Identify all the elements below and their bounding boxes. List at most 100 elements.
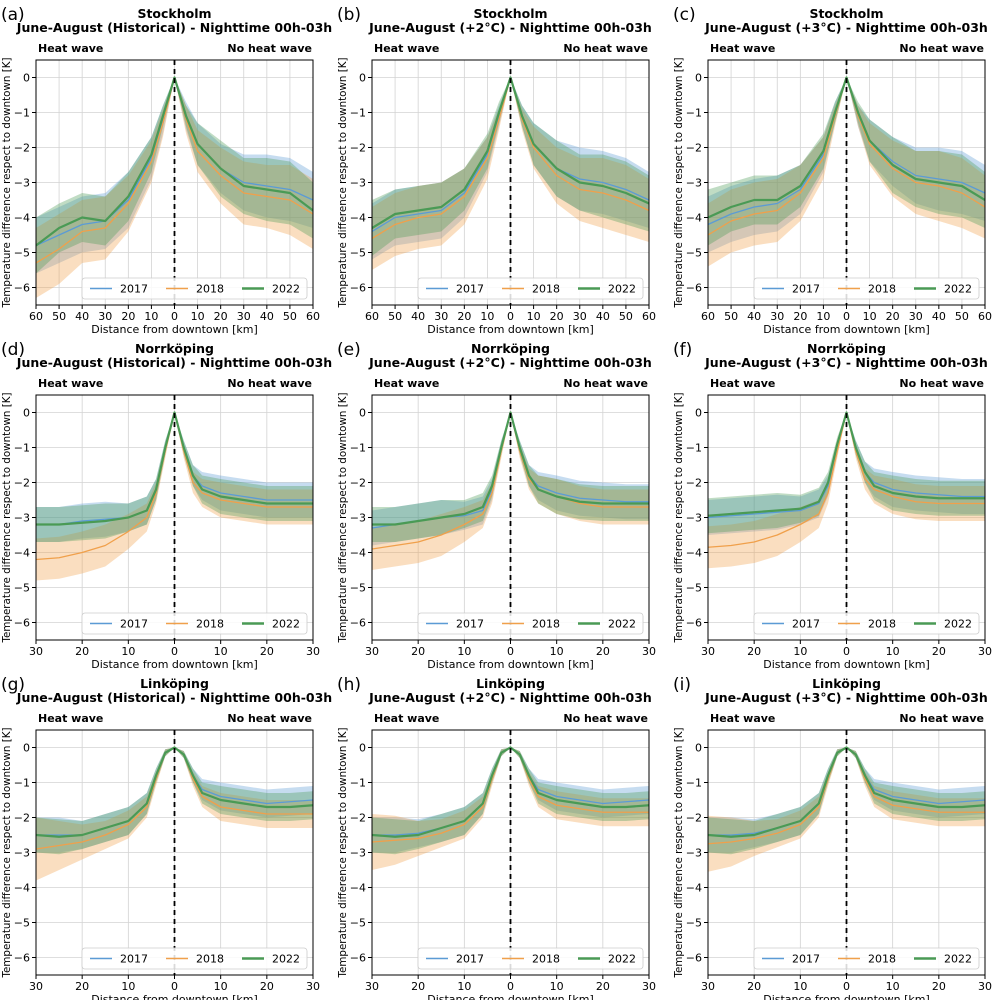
y-tick-label: −3: [686, 512, 702, 525]
x-tick-label: 20: [932, 645, 946, 658]
panel-letter: (e): [337, 340, 361, 360]
legend-label-2022: 2022: [608, 953, 636, 966]
x-tick-label: 10: [550, 645, 564, 658]
band-2018: [36, 747, 313, 881]
legend-label-2017: 2017: [456, 618, 484, 631]
x-tick-label: 10: [121, 980, 135, 993]
band-2022: [36, 77, 313, 274]
x-axis-label: Distance from downtown [km]: [763, 993, 930, 1000]
x-tick-label: 20: [932, 980, 946, 993]
x-tick-label: 40: [260, 310, 274, 323]
y-tick-label: −2: [350, 812, 366, 825]
band-2017: [36, 747, 313, 853]
series-group: [708, 411, 985, 569]
legend: 2017 2018 2022: [753, 277, 980, 300]
y-tick-label: −4: [350, 547, 366, 560]
x-tick-label: 30: [770, 310, 784, 323]
x-tick-label: 30: [365, 645, 379, 658]
x-tick-label: 60: [29, 310, 43, 323]
legend-label-2018: 2018: [532, 283, 560, 296]
chart-city: Stockholm: [809, 6, 883, 21]
line-2022: [36, 746, 313, 838]
legend-box: [81, 947, 308, 970]
y-tick-label: −6: [686, 952, 702, 965]
y-tick-label: −1: [350, 777, 366, 790]
x-tick-label: 20: [550, 310, 564, 323]
x-tick-label: 60: [642, 310, 656, 323]
y-tick-label: −2: [14, 142, 30, 155]
x-tick-label: 20: [596, 645, 610, 658]
x-tick-label: 30: [701, 645, 715, 658]
y-tick-label: −6: [686, 282, 702, 295]
y-tick-label: 0: [695, 72, 702, 85]
y-tick-label: 0: [359, 407, 366, 420]
y-axis-label: Temperature difference respect to downto…: [672, 393, 685, 644]
chart-title: June-August (+2°C) - Nighttime 00h-03h: [368, 690, 652, 705]
y-tick-label: −6: [686, 617, 702, 630]
chart-city: Stockholm: [473, 6, 547, 21]
x-tick-label: 0: [507, 310, 514, 323]
y-tick-label: −6: [14, 282, 30, 295]
legend-label-2017: 2017: [120, 283, 148, 296]
x-tick-label: 20: [121, 310, 135, 323]
x-tick-label: 20: [214, 310, 228, 323]
panel-d: 30 20 10 0 10 20 30 0 −1 −2 −3 −4 −5 −6 Distance from …: [0, 340, 332, 671]
band-2022: [708, 412, 985, 534]
legend-label-2022: 2022: [272, 618, 300, 631]
line-2022: [372, 411, 649, 526]
y-tick-label: −1: [686, 442, 702, 455]
y-tick-label: 0: [695, 742, 702, 755]
x-tick-label: 50: [955, 310, 969, 323]
x-axis-label: Distance from downtown [km]: [91, 993, 258, 1000]
y-axis-label: Temperature difference respect to downto…: [672, 728, 685, 979]
y-tick-label: −3: [686, 177, 702, 190]
legend-label-2017: 2017: [456, 283, 484, 296]
y-tick-label: −3: [14, 847, 30, 860]
x-tick-label: 0: [171, 310, 178, 323]
legend-label-2018: 2018: [868, 283, 896, 296]
legend-label-2022: 2022: [608, 283, 636, 296]
band-2017: [708, 77, 985, 253]
chart-title: June-August (Historical) - Nighttime 00h…: [16, 20, 332, 35]
legend-label-2017: 2017: [792, 953, 820, 966]
panel-a: 60 50 40 30 20 10 0 10 20 30 40 50 60 0 −1 −2 −3 −4 −5 −6 Di…: [0, 5, 332, 336]
series-group: [372, 746, 649, 870]
y-tick-label: −1: [686, 107, 702, 120]
y-tick-label: −1: [350, 442, 366, 455]
y-tick-label: −5: [350, 582, 366, 595]
x-tick-label: 20: [457, 310, 471, 323]
chart-title: June-August (Historical) - Nighttime 00h…: [16, 355, 332, 370]
x-tick-label: 60: [701, 310, 715, 323]
x-tick-label: 30: [701, 980, 715, 993]
x-tick-label: 30: [365, 980, 379, 993]
legend-label-2018: 2018: [532, 953, 560, 966]
series-group: [36, 76, 313, 298]
y-tick-label: 0: [695, 407, 702, 420]
x-tick-label: 0: [171, 980, 178, 993]
band-2018: [708, 747, 985, 872]
x-tick-label: 40: [596, 310, 610, 323]
y-tick-label: −3: [14, 177, 30, 190]
legend-box: [81, 612, 308, 635]
x-tick-label: 20: [596, 980, 610, 993]
x-tick-label: 40: [411, 310, 425, 323]
x-tick-label: 50: [724, 310, 738, 323]
y-tick-label: −6: [14, 617, 30, 630]
x-tick-label: 0: [507, 645, 514, 658]
x-axis-label: Distance from downtown [km]: [427, 993, 594, 1000]
chart-title: June-August (+3°C) - Nighttime 00h-03h: [704, 690, 988, 705]
legend: 2017 2018 2022: [417, 612, 644, 635]
x-tick-label: 30: [909, 310, 923, 323]
legend-label-2022: 2022: [944, 953, 972, 966]
band-2017: [36, 77, 313, 274]
legend-label-2022: 2022: [944, 283, 972, 296]
y-tick-label: −3: [350, 512, 366, 525]
no-heat-wave-label: No heat wave: [563, 377, 648, 390]
legend-label-2018: 2018: [532, 618, 560, 631]
x-tick-label: 10: [793, 980, 807, 993]
x-tick-label: 20: [793, 310, 807, 323]
band-2018: [708, 77, 985, 267]
band-2018: [372, 747, 649, 870]
x-tick-label: 50: [283, 310, 297, 323]
